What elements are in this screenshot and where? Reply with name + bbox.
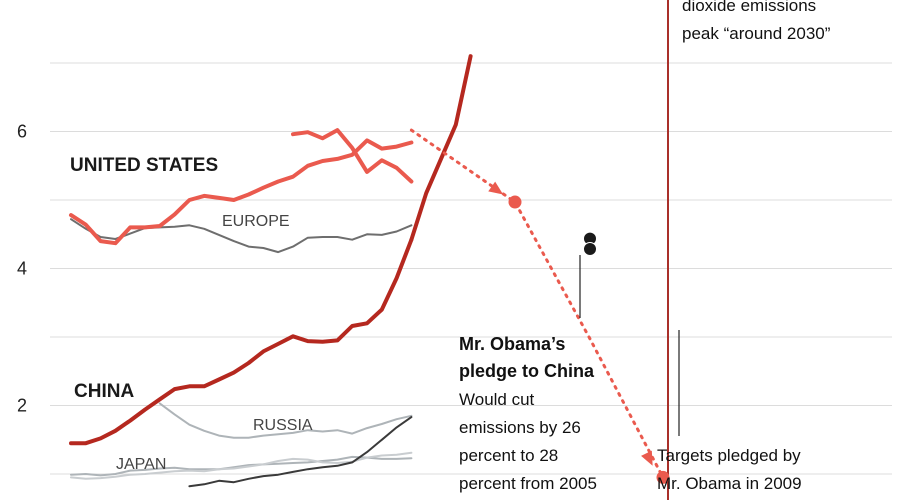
pledge-arrowhead-2020 [488, 181, 504, 195]
series-lines [69, 54, 473, 488]
series-line-china [69, 237, 414, 446]
series-labels: UNITED STATES CHINA EUROPE RUSSIA JAPAN [70, 155, 313, 473]
china-peak-line-2: peak “around 2030” [682, 24, 831, 43]
label-japan: JAPAN [116, 456, 166, 473]
series-line-united-states-recent [291, 128, 414, 184]
obama-china-point-2 [583, 241, 597, 256]
label-china: CHINA [74, 381, 134, 402]
obama-2009-line-2: Mr. Obama in 2009 [657, 474, 802, 493]
obama-china-body-3: percent to 28 [459, 446, 558, 465]
label-europe: EUROPE [222, 213, 290, 230]
pledge-projection [409, 128, 670, 484]
y-tick-label: 2 [17, 396, 27, 416]
obama-china-body-1: Would cut [459, 390, 535, 409]
y-tick-label: 4 [17, 259, 27, 279]
china-peak-line-1: dioxide emissions [682, 0, 816, 15]
series-line-europe [70, 218, 413, 254]
pledge-dotted-path [409, 128, 665, 479]
pledge-point-2020 [508, 195, 522, 209]
obama-china-body-2: emissions by 26 [459, 418, 581, 437]
series-line-russia [158, 402, 413, 439]
obama-china-title-2: pledge to China [459, 361, 595, 381]
obama-china-title-1: Mr. Obama’s [459, 334, 565, 354]
series-line-other-rising [188, 416, 413, 488]
obama-china-body-4: percent from 2005 [459, 474, 597, 493]
y-tick-label: 6 [17, 122, 27, 142]
series-line-china-surge [409, 54, 473, 242]
label-united-states: UNITED STATES [70, 155, 218, 176]
annotations: Mr. Obama’s pledge to China Would cut em… [459, 0, 831, 493]
series-line-japan [70, 455, 413, 477]
pledge-arrowhead-2030 [641, 450, 653, 466]
obama-2009-line-1: Targets pledged by [657, 446, 801, 465]
y-axis-ticks: 2 4 6 [17, 122, 27, 416]
pledge-point-2030 [656, 470, 670, 484]
label-russia: RUSSIA [253, 417, 313, 434]
